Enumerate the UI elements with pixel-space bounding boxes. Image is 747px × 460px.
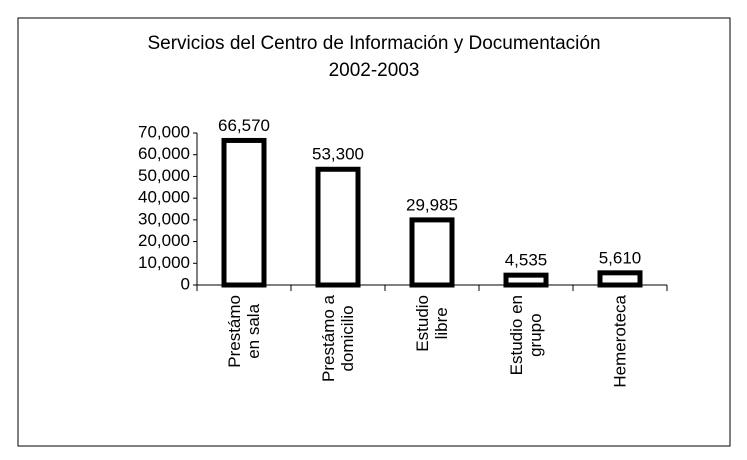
bar [503, 272, 549, 288]
bar [221, 137, 267, 288]
y-tick-label: 0 [181, 274, 190, 293]
x-tick-label: Prestámo en sala [225, 295, 263, 368]
y-tick-label: 60,000 [138, 144, 190, 163]
data-label: 29,985 [406, 195, 458, 214]
bar [409, 217, 455, 288]
x-tick-label: Prestámo a domicilio [319, 295, 357, 382]
chart-title: Servicios del Centro de Información y Do… [147, 33, 601, 81]
y-tick-label: 20,000 [138, 231, 190, 250]
y-tick-label: 40,000 [138, 188, 190, 207]
data-label: 53,300 [312, 145, 364, 164]
x-tick-label: Hemeroteca [610, 295, 630, 388]
data-label: 66,570 [218, 116, 270, 135]
y-tick-label: 10,000 [138, 253, 190, 272]
x-tick-label: Estudio en grupo [507, 295, 545, 376]
x-tick-label: Estudio libre [413, 295, 451, 352]
y-tick-label: 30,000 [138, 209, 190, 228]
y-tick-label: 70,000 [138, 122, 190, 141]
bar [597, 270, 643, 288]
bar [315, 166, 361, 288]
data-label: 4,535 [505, 251, 548, 270]
y-tick-label: 50,000 [138, 166, 190, 185]
data-label: 5,610 [599, 248, 642, 267]
chart-frame [17, 17, 731, 447]
